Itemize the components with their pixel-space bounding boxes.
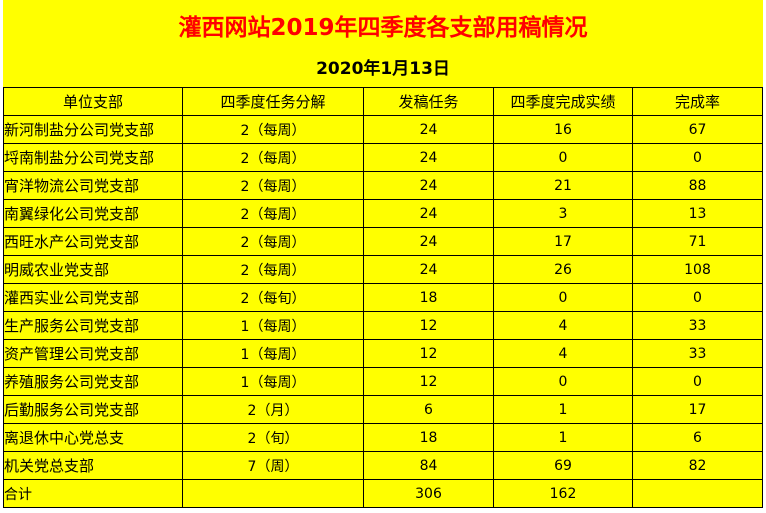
cell-rate: 0 bbox=[632, 283, 763, 312]
cell-rate: 0 bbox=[632, 367, 763, 396]
cell-rate: 13 bbox=[632, 199, 763, 228]
cell-actual: 4 bbox=[493, 339, 633, 368]
cell-rate: 0 bbox=[632, 143, 763, 172]
cell-rate: 88 bbox=[632, 171, 763, 200]
cell-unit-total-label: 合计 bbox=[3, 479, 183, 508]
cell-task: 2（每旬） bbox=[182, 283, 364, 312]
cell-task: 1（每周） bbox=[182, 367, 364, 396]
cell-actual: 0 bbox=[493, 143, 633, 172]
table-row: 后勤服务公司党支部 2（月） 6 1 17 bbox=[3, 395, 763, 424]
cell-rate: 17 bbox=[632, 395, 763, 424]
cell-actual: 1 bbox=[493, 423, 633, 452]
cell-task: 2（每周） bbox=[182, 255, 364, 284]
cell-actual: 0 bbox=[493, 367, 633, 396]
cell-actual-total: 162 bbox=[493, 479, 633, 508]
cell-rate: 108 bbox=[632, 255, 763, 284]
cell-rate: 33 bbox=[632, 311, 763, 340]
table-row: 养殖服务公司党支部 1（每周） 12 0 0 bbox=[3, 367, 763, 396]
cell-assigned: 24 bbox=[363, 255, 494, 284]
cell-unit: 离退休中心党总支 bbox=[3, 423, 183, 452]
cell-actual: 3 bbox=[493, 199, 633, 228]
cell-rate: 33 bbox=[632, 339, 763, 368]
cell-assigned: 84 bbox=[363, 451, 494, 480]
table-header-row: 单位支部 四季度任务分解 发稿任务 四季度完成实绩 完成率 bbox=[3, 87, 763, 116]
table-row: 宵洋物流公司党支部 2（每周） 24 21 88 bbox=[3, 171, 763, 200]
cell-task: 1（每周） bbox=[182, 311, 364, 340]
table-row: 资产管理公司党支部 1（每周） 12 4 33 bbox=[3, 339, 763, 368]
cell-actual: 0 bbox=[493, 283, 633, 312]
cell-actual: 1 bbox=[493, 395, 633, 424]
cell-task: 2（月） bbox=[182, 395, 364, 424]
column-header-actual: 四季度完成实绩 bbox=[493, 87, 633, 116]
cell-assigned: 18 bbox=[363, 423, 494, 452]
table-row: 明威农业党支部 2（每周） 24 26 108 bbox=[3, 255, 763, 284]
cell-unit: 宵洋物流公司党支部 bbox=[3, 171, 183, 200]
cell-actual: 4 bbox=[493, 311, 633, 340]
cell-rate: 82 bbox=[632, 451, 763, 480]
cell-task: 2（每周） bbox=[182, 199, 364, 228]
cell-task: 1（每周） bbox=[182, 339, 364, 368]
cell-unit: 明威农业党支部 bbox=[3, 255, 183, 284]
cell-task: 2（每周） bbox=[182, 143, 364, 172]
cell-task: 7（周） bbox=[182, 451, 364, 480]
cell-assigned: 6 bbox=[363, 395, 494, 424]
column-header-unit: 单位支部 bbox=[3, 87, 183, 116]
cell-task: 2（旬） bbox=[182, 423, 364, 452]
cell-rate: 6 bbox=[632, 423, 763, 452]
cell-assigned: 12 bbox=[363, 339, 494, 368]
table-row: 灌西实业公司党支部 2（每旬） 18 0 0 bbox=[3, 283, 763, 312]
cell-assigned: 24 bbox=[363, 171, 494, 200]
cell-unit: 资产管理公司党支部 bbox=[3, 339, 183, 368]
title-block: 灌西网站2019年四季度各支部用稿情况 2020年1月13日 bbox=[3, 0, 763, 87]
table-row: 新河制盐分公司党支部 2（每周） 24 16 67 bbox=[3, 115, 763, 144]
table-row: 机关党总支部 7（周） 84 69 82 bbox=[3, 451, 763, 480]
cell-assigned: 12 bbox=[363, 367, 494, 396]
cell-assigned: 24 bbox=[363, 227, 494, 256]
cell-unit: 机关党总支部 bbox=[3, 451, 183, 480]
cell-task bbox=[182, 479, 364, 508]
cell-actual: 17 bbox=[493, 227, 633, 256]
cell-assigned: 24 bbox=[363, 199, 494, 228]
spreadsheet-sheet: 灌西网站2019年四季度各支部用稿情况 2020年1月13日 单位支部 四季度任… bbox=[3, 0, 763, 508]
cell-rate: 67 bbox=[632, 115, 763, 144]
cell-unit: 南翼绿化公司党支部 bbox=[3, 199, 183, 228]
cell-unit: 西旺水产公司党支部 bbox=[3, 227, 183, 256]
table-row: 埒南制盐分公司党支部 2（每周） 24 0 0 bbox=[3, 143, 763, 172]
cell-rate: 71 bbox=[632, 227, 763, 256]
cell-rate-total bbox=[632, 479, 763, 508]
table-total-row: 合计 306 162 bbox=[3, 479, 763, 508]
cell-assigned: 24 bbox=[363, 143, 494, 172]
cell-unit: 新河制盐分公司党支部 bbox=[3, 115, 183, 144]
cell-task: 2（每周） bbox=[182, 115, 364, 144]
column-header-assigned: 发稿任务 bbox=[363, 87, 494, 116]
cell-actual: 26 bbox=[493, 255, 633, 284]
cell-assigned: 24 bbox=[363, 115, 494, 144]
cell-task: 2（每周） bbox=[182, 227, 364, 256]
cell-task: 2（每周） bbox=[182, 171, 364, 200]
cell-unit: 灌西实业公司党支部 bbox=[3, 283, 183, 312]
cell-unit: 埒南制盐分公司党支部 bbox=[3, 143, 183, 172]
cell-actual: 16 bbox=[493, 115, 633, 144]
column-header-task-breakdown: 四季度任务分解 bbox=[182, 87, 364, 116]
cell-assigned-total: 306 bbox=[363, 479, 494, 508]
table-row: 离退休中心党总支 2（旬） 18 1 6 bbox=[3, 423, 763, 452]
table-row: 西旺水产公司党支部 2（每周） 24 17 71 bbox=[3, 227, 763, 256]
cell-unit: 后勤服务公司党支部 bbox=[3, 395, 183, 424]
table-row: 南翼绿化公司党支部 2（每周） 24 3 13 bbox=[3, 199, 763, 228]
column-header-rate: 完成率 bbox=[632, 87, 763, 116]
report-table: 单位支部 四季度任务分解 发稿任务 四季度完成实绩 完成率 新河制盐分公司党支部… bbox=[3, 87, 763, 508]
cell-unit: 养殖服务公司党支部 bbox=[3, 367, 183, 396]
cell-actual: 69 bbox=[493, 451, 633, 480]
cell-assigned: 12 bbox=[363, 311, 494, 340]
cell-assigned: 18 bbox=[363, 283, 494, 312]
cell-actual: 21 bbox=[493, 171, 633, 200]
report-date: 2020年1月13日 bbox=[316, 59, 450, 79]
cell-unit: 生产服务公司党支部 bbox=[3, 311, 183, 340]
page-title: 灌西网站2019年四季度各支部用稿情况 bbox=[178, 15, 588, 41]
table-row: 生产服务公司党支部 1（每周） 12 4 33 bbox=[3, 311, 763, 340]
